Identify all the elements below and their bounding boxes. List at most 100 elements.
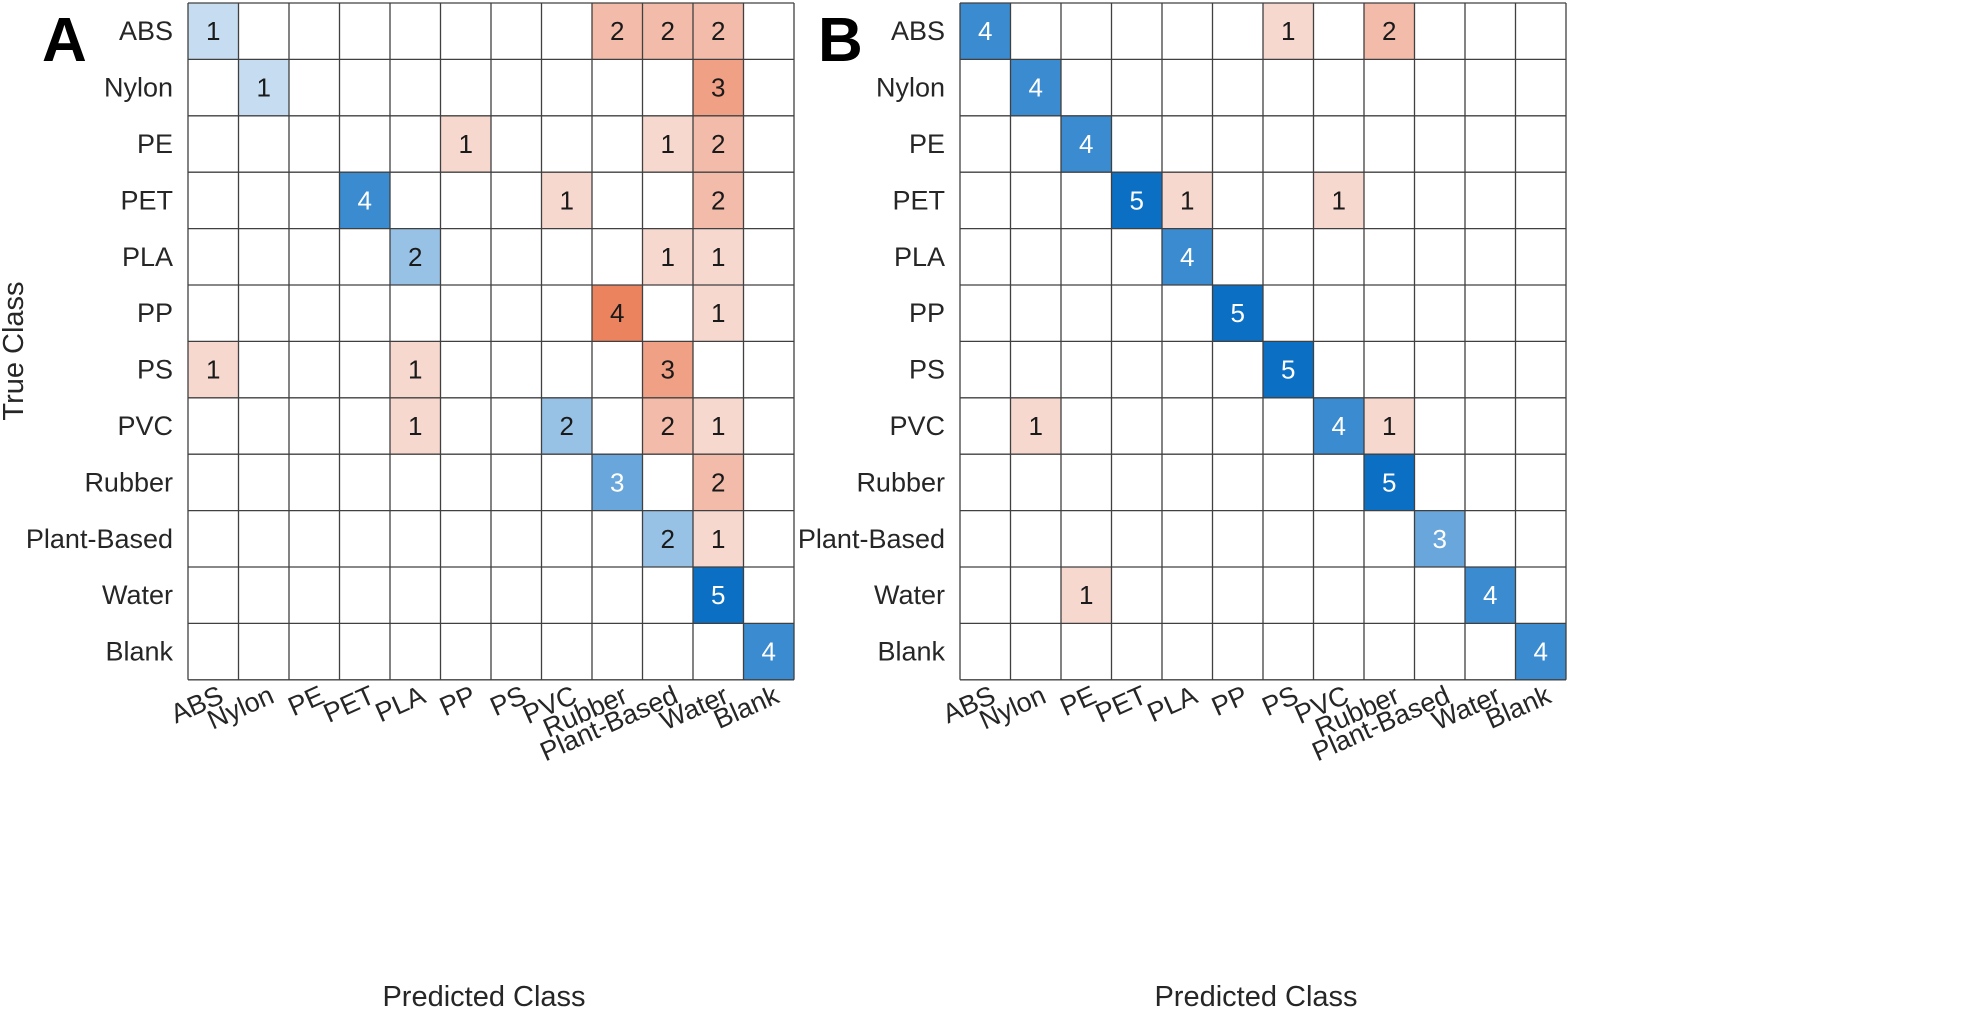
- cell-value-a-rubber-rubber: 3: [610, 467, 624, 497]
- cell-value-b-rubber-rubber: 5: [1382, 467, 1396, 497]
- cell-value-a-pe-plant-based: 1: [661, 129, 675, 159]
- cell-value-a-nylon-water: 3: [711, 73, 725, 103]
- cell-value-a-pe-pp: 1: [459, 129, 473, 159]
- cell-a-pla-water: [693, 228, 744, 285]
- cell-value-b-nylon-nylon: 4: [1029, 73, 1043, 103]
- cell-value-a-pvc-water: 1: [711, 411, 725, 441]
- cell-value-b-abs-ps: 1: [1281, 16, 1295, 46]
- cell-b-nylon-nylon: [1010, 59, 1061, 116]
- cell-value-a-abs-plant-based: 2: [661, 16, 675, 46]
- cells-a: 1 2 2 2 1 3 1 1 2 4 1 2 2 1 1 4 1 1 1 3 1 2 2 1 3 2 2 1 5 4: [188, 3, 794, 680]
- cell-b-abs-abs: [960, 3, 1011, 60]
- cell-value-b-pvc-pvc: 4: [1332, 411, 1346, 441]
- cell-value-a-pla-plant-based: 1: [661, 242, 675, 272]
- col-label-a-pla: PLA: [371, 680, 430, 728]
- cell-value-b-plant-based-plant-based: 3: [1433, 524, 1447, 554]
- cell-value-a-pla-pla: 2: [408, 242, 422, 272]
- cell-value-a-ps-plant-based: 3: [661, 355, 675, 385]
- row-label-b-pvc: PVC: [889, 411, 945, 441]
- grid-a: [187, 2, 795, 681]
- cell-value-b-pvc-nylon: 1: [1029, 411, 1043, 441]
- row-label-a-pet: PET: [120, 185, 173, 215]
- cell-a-ps-plant-based: [642, 341, 693, 398]
- cell-value-b-water-pe: 1: [1079, 580, 1093, 610]
- cell-a-nylon-nylon: [238, 59, 289, 116]
- cell-value-b-pla-pla: 4: [1180, 242, 1194, 272]
- cell-value-b-pp-pp: 5: [1231, 298, 1245, 328]
- cell-value-a-pvc-pvc: 2: [560, 411, 574, 441]
- cell-value-a-pp-rubber: 4: [610, 298, 624, 328]
- cell-a-pvc-pvc: [541, 397, 592, 455]
- row-label-a-abs: ABS: [119, 16, 173, 46]
- cell-a-pla-plant-based: [642, 228, 693, 285]
- cell-a-rubber-rubber: [592, 454, 643, 511]
- row-label-b-pla: PLA: [894, 242, 945, 272]
- row-label-a-rubber: Rubber: [84, 467, 173, 497]
- cell-value-b-abs-abs: 4: [978, 16, 992, 46]
- cell-a-nylon-water: [693, 59, 744, 116]
- cell-value-a-abs-rubber: 2: [610, 16, 624, 46]
- col-label-b-pla: PLA: [1143, 680, 1202, 728]
- cell-b-ps-ps: [1263, 341, 1314, 398]
- cell-value-b-pe-pe: 4: [1079, 129, 1093, 159]
- cell-value-b-abs-rubber: 2: [1382, 16, 1396, 46]
- cell-value-a-ps-pla: 1: [408, 355, 422, 385]
- cell-value-b-pet-pla: 1: [1180, 185, 1194, 215]
- cell-a-ps-pla: [390, 341, 441, 398]
- cell-value-a-pet-pet: 4: [358, 185, 372, 215]
- row-label-a-water: Water: [102, 580, 173, 610]
- cell-b-pet-pvc: [1313, 172, 1364, 229]
- row-label-a-blank: Blank: [105, 637, 173, 667]
- cell-b-pp-pp: [1212, 285, 1263, 342]
- row-label-b-plant-based: Plant-Based: [798, 524, 945, 554]
- col-label-a-pet: PET: [319, 680, 379, 729]
- cell-a-water-water: [693, 567, 744, 624]
- cell-b-pe-pe: [1061, 115, 1112, 173]
- cell-a-pet-water: [693, 172, 744, 229]
- cell-a-abs-rubber: [592, 3, 643, 60]
- cell-a-abs-plant-based: [642, 3, 693, 60]
- cell-b-plant-based-plant-based: [1414, 510, 1465, 567]
- x-axis-label-b: Predicted Class: [1154, 981, 1357, 1013]
- cell-value-a-abs-water: 2: [711, 16, 725, 46]
- cell-a-pet-pet: [339, 172, 390, 229]
- cell-b-pet-pla: [1162, 172, 1213, 229]
- cell-value-b-pet-pet: 5: [1130, 185, 1144, 215]
- cell-a-pvc-pla: [390, 397, 441, 455]
- cell-a-pvc-water: [693, 397, 744, 455]
- cell-value-a-rubber-water: 2: [711, 467, 725, 497]
- col-label-b-pet: PET: [1091, 680, 1151, 729]
- cell-value-a-ps-abs: 1: [206, 355, 220, 385]
- cell-a-rubber-water: [693, 454, 744, 511]
- cell-value-a-water-water: 5: [711, 580, 725, 610]
- grid-b: [959, 2, 1567, 681]
- cell-value-b-pvc-rubber: 1: [1382, 411, 1396, 441]
- panel-label-b: B: [818, 6, 863, 75]
- col-label-a-pp: PP: [435, 680, 480, 722]
- cell-value-a-pvc-plant-based: 2: [661, 411, 675, 441]
- row-labels-b: ABS Nylon PE PET PLA PP PS PVC Rubber Plant-Based…: [798, 16, 946, 666]
- row-label-a-pp: PP: [137, 298, 173, 328]
- cell-value-a-pet-water: 2: [711, 185, 725, 215]
- cell-value-b-water-water: 4: [1483, 580, 1497, 610]
- cell-b-water-water: [1465, 567, 1516, 624]
- col-label-b-pp: PP: [1207, 680, 1252, 722]
- cell-value-a-plant-based-water: 1: [711, 524, 725, 554]
- row-label-a-pla: PLA: [122, 242, 173, 272]
- row-label-b-ps: PS: [909, 355, 945, 385]
- row-label-a-pe: PE: [137, 129, 173, 159]
- cells-b: 4 1 2 4 4 5 1 1 4 5 5 1 4 1 5 3 1 4 4: [960, 3, 1566, 680]
- cell-a-blank-blank: [743, 623, 794, 680]
- cell-b-pet-pet: [1111, 172, 1162, 229]
- cell-value-a-blank-blank: 4: [762, 637, 776, 667]
- cell-b-abs-rubber: [1364, 3, 1415, 60]
- cell-b-pvc-pvc: [1313, 397, 1364, 455]
- y-axis-label-a: True Class: [0, 281, 30, 420]
- cell-value-a-pla-water: 1: [711, 242, 725, 272]
- cell-value-a-pe-water: 2: [711, 129, 725, 159]
- row-label-a-nylon: Nylon: [104, 73, 173, 103]
